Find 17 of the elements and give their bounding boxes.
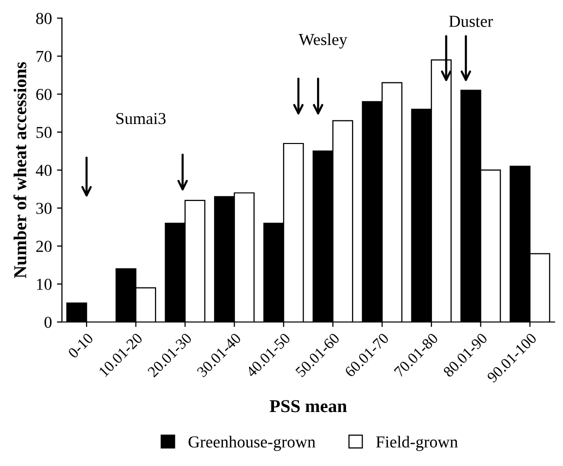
- y-tick-label: 50: [36, 126, 52, 138]
- y-tick-label: 60: [36, 88, 52, 100]
- y-tick-label: 0: [44, 316, 52, 328]
- annotation: Sumai3: [116, 112, 166, 124]
- y-tick-label: 80: [36, 12, 52, 24]
- annotation: Wesley: [298, 33, 348, 49]
- annotation: Duster: [449, 16, 493, 27]
- y-tick-label: 70: [36, 50, 52, 62]
- y-axis-title: Number of wheat accessions: [13, 62, 26, 278]
- y-tick-label: 40: [36, 164, 52, 176]
- x-axis-title: PSS mean: [270, 400, 347, 412]
- y-tick-label: 20: [36, 240, 52, 252]
- y-tick-label: 10: [37, 278, 52, 290]
- legend-label: Field-grown: [376, 436, 458, 451]
- x-tick-label: 0-10: [67, 332, 94, 359]
- y-tick-label: 30: [36, 202, 52, 214]
- legend-label: Greenhouse-grown: [188, 436, 316, 451]
